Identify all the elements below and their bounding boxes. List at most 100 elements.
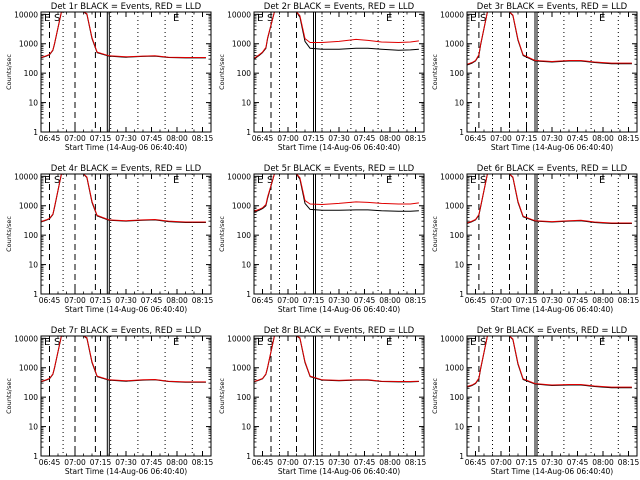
y-tick-label: 1	[33, 128, 38, 137]
x-tick-label: 08:00	[592, 134, 614, 143]
x-axis-label: Start Time (14-Aug-06 06:40:40)	[278, 467, 400, 476]
series-line-red	[466, 11, 632, 65]
y-axis-label: Counts/sec	[5, 54, 13, 90]
x-tick-label: 07:30	[541, 458, 563, 467]
y-tick-label: 1000	[445, 364, 464, 373]
x-axis-label: Start Time (14-Aug-06 06:40:40)	[65, 467, 187, 476]
marker-letter: S	[54, 337, 60, 348]
marker-letter: E	[44, 13, 50, 24]
y-tick-label: 10000	[440, 10, 464, 19]
y-axis-label: Counts/sec	[431, 54, 439, 90]
x-tick-label: 07:45	[567, 458, 589, 467]
marker-letter: E	[599, 337, 605, 348]
x-tick-label: 07:00	[64, 296, 86, 305]
x-tick-label: 08:00	[166, 296, 188, 305]
x-tick-label: 07:00	[490, 296, 512, 305]
series-line-red	[253, 335, 419, 382]
x-tick-label: 08:15	[192, 296, 214, 305]
marker-letter: S	[267, 13, 273, 24]
y-axis-label: Counts/sec	[431, 378, 439, 414]
y-tick-label: 1000	[19, 364, 38, 373]
x-tick-label: 08:15	[405, 134, 427, 143]
y-tick-label: 100	[450, 231, 465, 240]
plot-frame	[40, 11, 212, 133]
x-tick-label: 07:00	[64, 458, 86, 467]
panel-title: Det 4r BLACK = Events, RED = LLD	[51, 164, 202, 174]
y-axis-label: Counts/sec	[218, 54, 226, 90]
y-tick-label: 100	[237, 231, 252, 240]
y-axis-label: Counts/sec	[431, 216, 439, 252]
y-tick-label: 10000	[227, 334, 251, 343]
marker-letter: E	[599, 13, 605, 24]
marker-letter: E	[44, 337, 50, 348]
y-tick-label: 100	[237, 69, 252, 78]
y-tick-label: 1000	[232, 40, 251, 49]
series-line-black	[466, 173, 632, 224]
detector-panel-1: Det 1r BLACK = Events, RED = LLD Start Ti…	[5, 2, 214, 152]
y-axis-label: Counts/sec	[218, 216, 226, 252]
x-tick-label: 07:00	[277, 296, 299, 305]
marker-letter: S	[54, 13, 60, 24]
x-tick-label: 08:15	[618, 458, 640, 467]
x-tick-label: 07:30	[541, 134, 563, 143]
plot-frame	[253, 335, 425, 457]
detector-panel-4: Det 4r BLACK = Events, RED = LLD Start Ti…	[5, 164, 214, 314]
x-tick-label: 08:15	[192, 134, 214, 143]
panel-title: Det 2r BLACK = Events, RED = LLD	[264, 2, 415, 12]
plot-frame	[40, 173, 212, 295]
series-line-black	[466, 11, 632, 66]
y-tick-label: 10	[454, 423, 464, 432]
series-line-red	[40, 11, 206, 58]
x-tick-label: 07:00	[490, 458, 512, 467]
detector-panel-6: Det 6r BLACK = Events, RED = LLD Start Ti…	[431, 164, 640, 314]
series-line-black	[253, 173, 419, 213]
marker-letter: E	[257, 337, 263, 348]
y-tick-label: 10	[241, 423, 251, 432]
x-tick-label: 07:30	[115, 134, 137, 143]
x-tick-label: 07:00	[64, 134, 86, 143]
series-line-black	[40, 11, 206, 59]
y-tick-label: 1000	[445, 202, 464, 211]
plot-frame	[40, 335, 212, 457]
series-line-black	[466, 335, 632, 389]
x-tick-label: 07:30	[541, 296, 563, 305]
detector-panel-2: Det 2r BLACK = Events, RED = LLD Start Ti…	[218, 2, 427, 152]
marker-letter: S	[480, 337, 486, 348]
plot-frame	[253, 173, 425, 295]
marker-letter: E	[257, 175, 263, 186]
x-tick-label: 08:00	[379, 134, 401, 143]
panel-title: Det 6r BLACK = Events, RED = LLD	[477, 164, 628, 174]
x-tick-label: 07:00	[277, 134, 299, 143]
y-tick-label: 10	[454, 99, 464, 108]
marker-letter: E	[386, 175, 392, 186]
x-tick-label: 08:15	[405, 296, 427, 305]
y-tick-label: 1	[246, 290, 251, 299]
x-tick-label: 07:15	[303, 458, 325, 467]
y-tick-label: 1	[459, 290, 464, 299]
x-tick-label: 07:45	[354, 296, 376, 305]
y-tick-label: 10000	[440, 172, 464, 181]
series-line-red	[253, 11, 419, 59]
x-tick-label: 08:15	[618, 134, 640, 143]
y-tick-label: 10000	[14, 10, 38, 19]
marker-letter: E	[257, 13, 263, 24]
x-axis-label: Start Time (14-Aug-06 06:40:40)	[65, 143, 187, 152]
y-tick-label: 10	[454, 261, 464, 270]
series-line-black	[40, 335, 206, 383]
marker-letter: S	[267, 337, 273, 348]
y-tick-label: 10	[28, 423, 38, 432]
y-tick-label: 1	[246, 452, 251, 461]
panel-title: Det 7r BLACK = Events, RED = LLD	[51, 326, 202, 336]
y-tick-label: 1	[459, 128, 464, 137]
y-tick-label: 100	[450, 393, 465, 402]
y-tick-label: 10000	[227, 172, 251, 181]
x-tick-label: 07:15	[516, 134, 538, 143]
x-tick-label: 06:45	[39, 458, 61, 467]
marker-letter: S	[54, 175, 60, 186]
x-tick-label: 06:45	[252, 134, 274, 143]
panel-title: Det 5r BLACK = Events, RED = LLD	[264, 164, 415, 174]
y-tick-label: 100	[24, 231, 39, 240]
series-line-black	[40, 173, 206, 223]
panel-title: Det 1r BLACK = Events, RED = LLD	[51, 2, 202, 12]
